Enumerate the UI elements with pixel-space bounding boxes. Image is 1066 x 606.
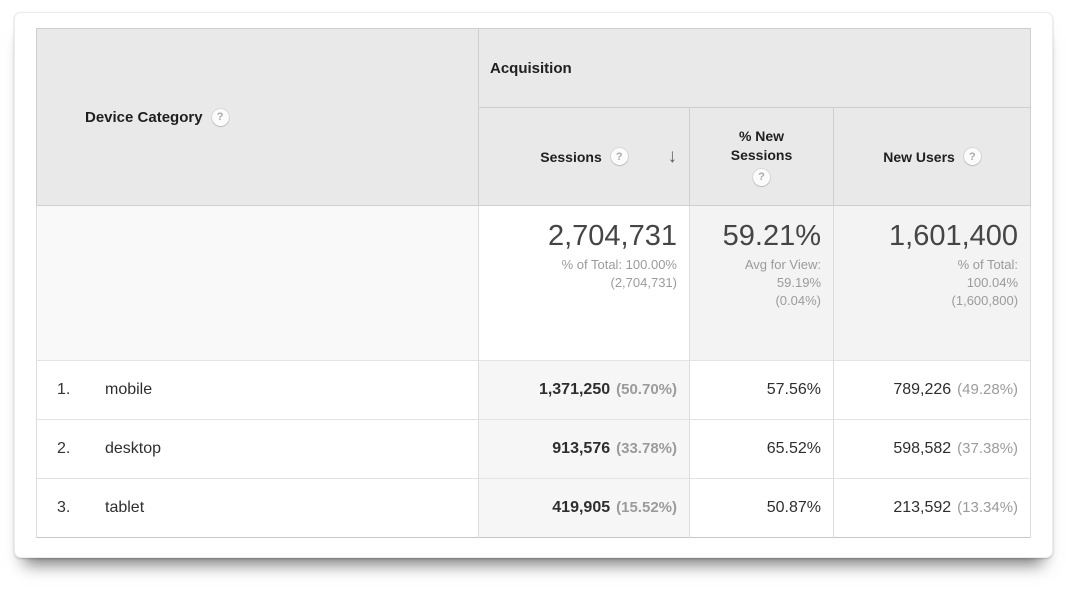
sessions-value: 913,576 [552, 440, 611, 457]
row-rank: 3. [57, 499, 71, 516]
new-users-percent: (13.34%) [957, 499, 1019, 516]
sessions-total-subtext: % of Total: 100.00% (2,704,731) [561, 256, 677, 291]
sessions-header-label: Sessions [540, 148, 602, 165]
help-icon[interactable]: ? [753, 168, 770, 186]
acquisition-label: Acquisition [490, 59, 572, 77]
sessions-column-header[interactable]: Sessions ? ↓ [478, 107, 690, 206]
new-users-total-value: 1,601,400 [889, 220, 1019, 252]
new-users-value: 789,226 [893, 381, 952, 398]
new-users-percent: (37.38%) [957, 440, 1019, 457]
summary-dimension-cell [36, 205, 479, 361]
pct-new-sessions-total-value: 59.21% [722, 220, 821, 252]
new-users-percent: (49.28%) [957, 381, 1019, 398]
sort-descending-icon: ↓ [667, 145, 678, 167]
new-users-total-subtext: % of Total: 100.04% (1,600,800) [951, 256, 1019, 309]
new-users-value: 598,582 [893, 440, 952, 457]
table-row: 1. mobile 1,371,250 (50.70%) 57.56% 789,22… [36, 360, 1032, 420]
group-header-row: Device Category ? Acquisition [36, 28, 1032, 206]
help-icon[interactable]: ? [963, 148, 981, 165]
dimension-cell: 3. tablet [36, 478, 479, 538]
dimension-cell: 1. mobile [36, 360, 479, 420]
new-users-cell: 213,592 (13.34%) [832, 478, 1032, 538]
new-users-header-label: New Users [883, 148, 955, 165]
sessions-percent: (15.52%) [616, 499, 677, 516]
help-icon[interactable]: ? [610, 148, 628, 165]
sessions-percent: (50.70%) [616, 381, 677, 398]
pct-new-sessions-cell: 57.56% [689, 360, 834, 420]
device-category-label: Device Category [85, 108, 203, 126]
pct-new-sessions-cell: 50.87% [689, 478, 834, 538]
device-value-link[interactable]: tablet [105, 499, 145, 516]
sessions-percent: (33.78%) [616, 440, 677, 457]
device-value-link[interactable]: mobile [105, 381, 153, 398]
dimension-cell: 2. desktop [36, 419, 479, 479]
device-category-column-header[interactable]: Device Category ? [36, 28, 479, 206]
pct-new-sessions-total-subtext: Avg for View: 59.19% (0.04%) [744, 256, 821, 309]
pct-new-sessions-value: 65.52% [766, 440, 821, 457]
sessions-cell: 419,905 (15.52%) [478, 478, 690, 538]
new-users-cell: 789,226 (49.28%) [832, 360, 1032, 420]
summary-row: 2,704,731 % of Total: 100.00% (2,704,731… [36, 205, 1032, 361]
acquisition-group-header: Acquisition [477, 28, 1032, 108]
pct-new-sessions-value: 50.87% [766, 499, 821, 516]
metric-header-row: Sessions ? ↓ % New Sessions ? New Us [37, 107, 1032, 206]
pct-new-sessions-value: 57.56% [766, 381, 821, 398]
summary-sessions-cell: 2,704,731 % of Total: 100.00% (2,704,731… [478, 205, 690, 361]
help-icon[interactable]: ? [211, 108, 229, 126]
device-value-link[interactable]: desktop [105, 440, 162, 457]
summary-new-users-cell: 1,601,400 % of Total: 100.04% (1,600,800… [832, 205, 1032, 361]
screenshot-frame: Device Category ? Acquisition Sessions ? [14, 12, 1053, 558]
new-users-value: 213,592 [893, 499, 952, 516]
table-row: 2. desktop 913,576 (33.78%) 65.52% 598,582… [36, 419, 1032, 479]
row-rank: 1. [57, 381, 71, 398]
pct-new-sessions-column-header[interactable]: % New Sessions ? [689, 107, 834, 206]
summary-pct-new-sessions-cell: 59.21% Avg for View: 59.19% (0.04%) [689, 205, 834, 361]
new-users-cell: 598,582 (37.38%) [832, 419, 1032, 479]
row-rank: 2. [57, 440, 71, 457]
pct-new-sessions-header-label: % New Sessions [730, 128, 793, 163]
analytics-data-table: Device Category ? Acquisition Sessions ? [36, 28, 1032, 538]
sessions-total-value: 2,704,731 [547, 220, 677, 252]
sessions-cell: 1,371,250 (50.70%) [478, 360, 690, 420]
sessions-cell: 913,576 (33.78%) [478, 419, 690, 479]
new-users-column-header[interactable]: New Users ? [832, 107, 1032, 206]
sessions-value: 1,371,250 [538, 381, 611, 398]
sessions-value: 419,905 [552, 499, 611, 516]
pct-new-sessions-cell: 65.52% [689, 419, 834, 479]
table-row: 3. tablet 419,905 (15.52%) 50.87% 213,592 (… [36, 478, 1032, 538]
